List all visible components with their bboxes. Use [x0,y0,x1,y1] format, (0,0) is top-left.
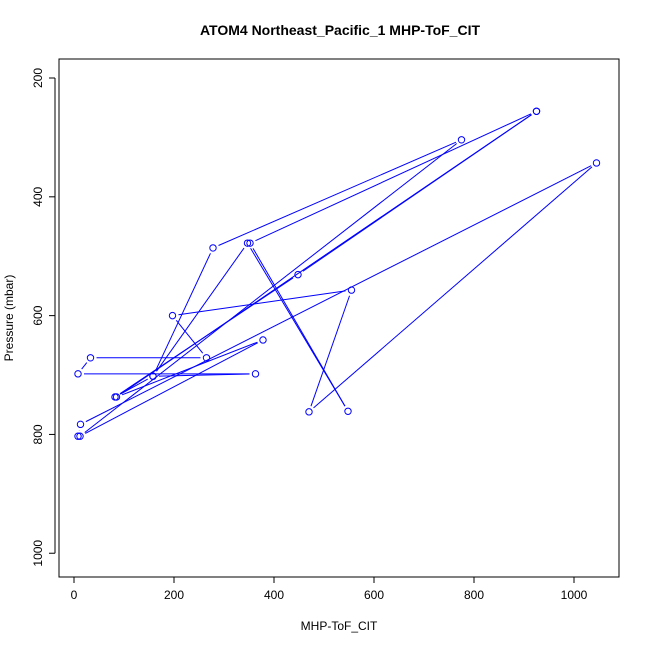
x-axis-label: MHP-ToF_CIT [301,619,378,633]
y-axis: 200 400 600 800 1000 [31,68,56,567]
x-tick-label: 200 [164,588,184,602]
data-point [259,336,267,344]
data-point [457,136,466,144]
data-point [202,354,211,362]
data-point [251,370,260,378]
data-point [243,239,252,247]
data-point [532,107,541,115]
y-tick-label: 200 [31,68,45,88]
data-point [344,407,352,415]
series-line-segment [85,342,258,434]
x-axis: 0 200 400 600 800 1000 [71,576,588,602]
data-point [305,408,313,416]
series-line-segment [155,253,211,371]
series-line-segment [178,290,346,316]
data-point [149,372,157,380]
data-point [294,270,302,279]
data-point [209,244,217,252]
data-point [76,432,84,440]
series-line-segment [175,319,204,354]
x-tick-label: 600 [364,588,384,602]
chart-title: ATOM4 Northeast_Pacific_1 MHP-ToF_CIT [200,22,481,38]
series-line-segment [119,277,294,395]
data-point [592,159,601,167]
series-0 [74,107,601,440]
x-tick-label: 400 [264,588,284,602]
series-line-segment [310,295,350,407]
x-tick-label: 0 [71,588,78,602]
series-line-segment [252,248,346,407]
series-line-segment [255,113,532,242]
series-line-segment [313,166,593,409]
series-group [74,107,601,440]
data-point [76,420,85,429]
data-point [246,239,254,247]
series-line-segment [84,143,458,433]
y-tick-label: 400 [31,186,45,206]
data-point [74,370,82,378]
x-tick-label: 800 [464,588,484,602]
data-point [111,393,119,401]
data-point [86,354,95,362]
series-line-segment [120,378,148,395]
y-tick-label: 1000 [31,540,45,567]
data-point [347,286,356,294]
series-line-segment [156,247,245,372]
y-tick-label: 800 [31,424,45,444]
series-line-segment [218,141,457,246]
series-line-segment [81,362,88,370]
series-line-segment [302,114,532,272]
x-tick-label: 1000 [561,588,588,602]
series-line-segment [158,373,250,377]
data-point [168,311,177,320]
y-axis-label: Pressure (mbar) [2,275,16,362]
data-point [74,432,82,440]
y-tick-label: 600 [31,305,45,325]
series-line-segment [85,165,592,423]
